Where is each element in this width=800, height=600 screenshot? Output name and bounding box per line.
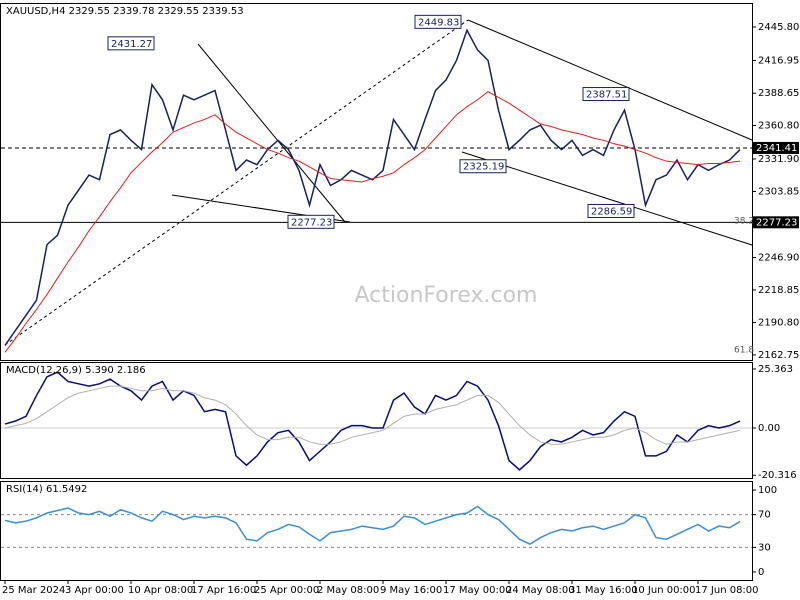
x-tick-label: 3 Apr 00:00 [65, 585, 124, 596]
x-tick-label: 25 Apr 00:00 [254, 585, 319, 596]
price-label: 2431.27 [111, 39, 152, 50]
x-tick-label: 31 May 16:00 [569, 585, 638, 596]
x-tick-label: 25 Mar 2024 [2, 585, 65, 596]
price-panel [0, 3, 753, 361]
y-tick-label: 2162.75 [758, 350, 799, 361]
y-tick-label: 2360.80 [758, 120, 799, 131]
price-label-box [582, 87, 630, 102]
level-label: 2341.41 [756, 143, 797, 154]
y-tick-label: 70 [758, 510, 771, 521]
series-line [4, 371, 741, 471]
trend-line [4, 19, 469, 346]
panel-title: XAUUSD,H4 2329.55 2339.78 2329.55 2339.5… [6, 6, 244, 17]
price-label-box [107, 36, 155, 51]
y-tick-label: 30 [758, 542, 771, 553]
y-tick-label: 2303.85 [758, 186, 799, 197]
price-label-box [459, 159, 507, 174]
panel-title: RSI(14) 61.5492 [6, 484, 87, 495]
y-tick-label: 0 [758, 567, 764, 578]
price-label-box [414, 14, 462, 29]
x-tick-label: 10 Jun 00:00 [632, 585, 696, 596]
fib-label: 61.8 [734, 346, 754, 356]
trend-line [461, 151, 753, 246]
x-tick-label: 9 May 16:00 [380, 585, 442, 596]
x-tick-label: 17 May 00:00 [443, 585, 512, 596]
x-tick-label: 17 Apr 16:00 [191, 585, 256, 596]
panel-title: MACD(12,26,9) 5.390 2.186 [6, 365, 146, 376]
y-tick-label: 2416.95 [758, 55, 799, 66]
level-label-box [753, 141, 799, 154]
x-tick-label: 17 Jun 08:00 [695, 585, 759, 596]
price-label: 2449.83 [418, 17, 459, 28]
y-tick-label: 25.363 [758, 364, 793, 375]
y-tick-label: 2331.90 [758, 154, 799, 165]
trend-line [467, 19, 753, 141]
level-label: 2277.23 [756, 217, 797, 228]
price-label-box [587, 203, 635, 218]
series-line [4, 91, 741, 353]
y-tick-label: 2388.65 [758, 88, 799, 99]
rsi-panel [0, 481, 753, 581]
y-tick-label: -20.316 [758, 470, 797, 481]
price-label: 2387.51 [586, 90, 627, 101]
level-label-box [753, 216, 799, 229]
x-tick-label: 2 May 08:00 [317, 585, 379, 596]
trend-line [197, 43, 346, 223]
y-tick-label: 2445.80 [758, 22, 799, 33]
y-tick-label: 100 [758, 485, 777, 496]
y-tick-label: 2218.85 [758, 285, 799, 296]
macd-panel [0, 362, 753, 479]
y-tick-label: 2190.80 [758, 317, 799, 328]
series-line [4, 505, 741, 545]
fib-label: 38.2 [734, 217, 754, 227]
price-label: 2277.23 [291, 217, 332, 228]
price-label-box [287, 214, 335, 229]
price-label: 2286.59 [591, 206, 632, 217]
y-tick-label: 0.00 [758, 423, 780, 434]
price-label: 2325.19 [463, 162, 504, 173]
series-line [4, 28, 741, 346]
x-tick-label: 10 Apr 08:00 [128, 585, 193, 596]
watermark: ActionForex.com [355, 283, 538, 308]
x-tick-label: 24 May 08:00 [506, 585, 575, 596]
y-tick-label: 2246.90 [758, 252, 799, 263]
series-line [4, 385, 741, 445]
